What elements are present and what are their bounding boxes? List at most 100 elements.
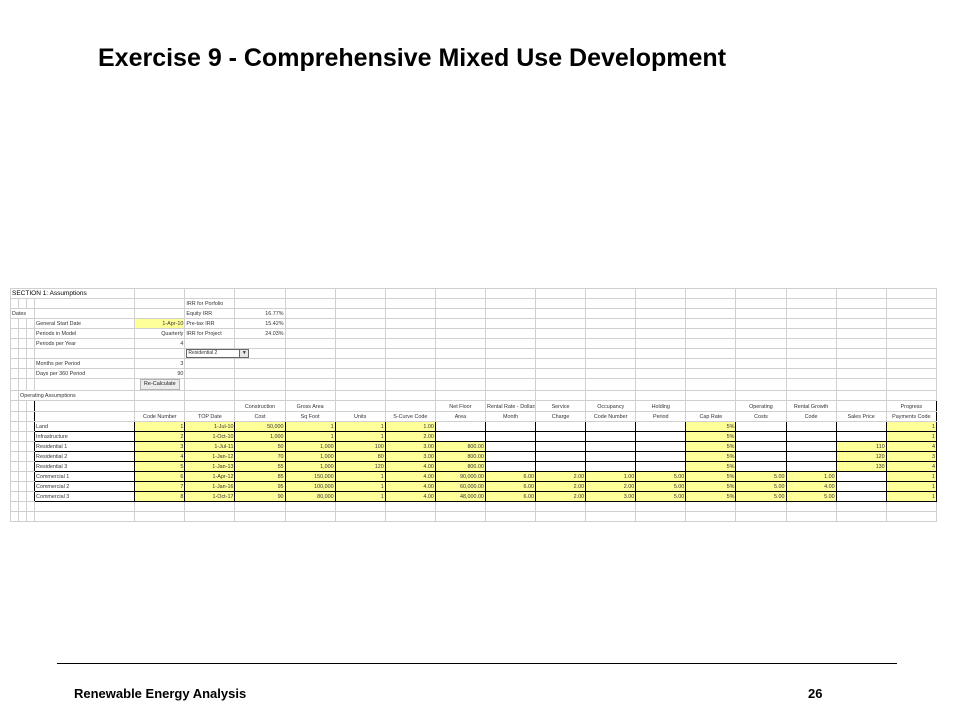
table-cell[interactable]: 1 <box>284 421 336 432</box>
table-cell[interactable]: 1 <box>334 471 386 482</box>
table-cell[interactable]: 1,000 <box>284 451 336 462</box>
table-cell[interactable] <box>535 421 587 432</box>
table-cell[interactable] <box>785 451 837 462</box>
table-cell[interactable] <box>484 421 537 432</box>
table-cell[interactable]: 1 <box>334 481 386 492</box>
table-cell[interactable] <box>484 461 537 472</box>
table-cell[interactable]: 800.00 <box>434 441 486 452</box>
table-cell[interactable]: 6.00 <box>484 491 537 502</box>
table-cell[interactable]: 2.00 <box>384 431 436 442</box>
table-cell[interactable] <box>585 431 637 442</box>
table-cell[interactable]: 1 <box>885 481 938 492</box>
table-cell[interactable] <box>535 451 587 462</box>
table-cell[interactable]: 1-Oct-10 <box>184 431 236 442</box>
recalculate-button[interactable]: Re-Calculate <box>139 379 180 390</box>
table-cell[interactable]: 1,000 <box>284 461 336 472</box>
table-cell[interactable]: 1-Jan-16 <box>184 481 236 492</box>
table-cell[interactable] <box>535 441 587 452</box>
table-cell[interactable]: 3.00 <box>585 491 637 502</box>
table-cell[interactable]: 110 <box>835 441 887 452</box>
table-cell[interactable]: 1 <box>284 431 336 442</box>
table-cell[interactable]: 5% <box>685 461 737 472</box>
table-cell[interactable]: 1-Jan-12 <box>184 451 236 462</box>
table-cell[interactable]: 5.00 <box>635 481 687 492</box>
table-cell[interactable]: 1 <box>334 421 386 432</box>
table-cell[interactable]: 5.00 <box>635 491 687 502</box>
table-cell[interactable] <box>735 451 787 462</box>
table-cell[interactable]: 50 <box>234 441 286 452</box>
table-cell[interactable]: 5.00 <box>785 491 837 502</box>
table-cell[interactable] <box>785 441 837 452</box>
table-cell[interactable] <box>484 451 537 462</box>
table-cell[interactable] <box>735 431 787 442</box>
table-cell[interactable]: 120 <box>334 461 386 472</box>
table-cell[interactable]: 80,000 <box>284 491 336 502</box>
table-cell[interactable]: 1,000 <box>234 431 286 442</box>
table-cell[interactable] <box>735 461 787 472</box>
table-cell[interactable]: 800.00 <box>434 461 486 472</box>
table-cell[interactable]: 5% <box>685 421 737 432</box>
table-cell[interactable] <box>585 461 637 472</box>
table-cell[interactable] <box>535 461 587 472</box>
table-cell[interactable]: 3.00 <box>384 451 436 462</box>
table-cell[interactable]: 5% <box>685 491 737 502</box>
table-cell[interactable]: 4.00 <box>384 481 436 492</box>
table-cell[interactable] <box>835 421 887 432</box>
table-cell[interactable] <box>735 421 787 432</box>
table-cell[interactable]: 3 <box>134 441 186 452</box>
table-cell[interactable]: 100 <box>334 441 386 452</box>
dropdown-arrow-icon[interactable]: ▼ <box>239 350 249 357</box>
table-cell[interactable] <box>635 451 687 462</box>
table-cell[interactable]: 5.00 <box>735 491 787 502</box>
table-cell[interactable]: 1 <box>885 491 938 502</box>
table-cell[interactable] <box>785 421 837 432</box>
table-cell[interactable]: 4.00 <box>384 461 436 472</box>
table-cell[interactable]: 1 <box>334 491 386 502</box>
table-cell[interactable]: 1 <box>334 431 386 442</box>
table-cell[interactable] <box>585 421 637 432</box>
table-cell[interactable]: 95 <box>234 481 286 492</box>
table-cell[interactable]: 85 <box>234 471 286 482</box>
table-cell[interactable]: 1,000 <box>284 441 336 452</box>
table-cell[interactable]: 5.00 <box>735 471 787 482</box>
table-cell[interactable] <box>635 431 687 442</box>
table-cell[interactable]: 4.00 <box>384 491 436 502</box>
table-cell[interactable]: 2.00 <box>535 471 587 482</box>
table-cell[interactable]: 55 <box>234 461 286 472</box>
table-cell[interactable]: 1-Jan-13 <box>184 461 236 472</box>
table-cell[interactable]: 5% <box>685 431 737 442</box>
table-cell[interactable]: 5.00 <box>635 471 687 482</box>
table-cell[interactable] <box>434 431 486 442</box>
table-cell[interactable]: 5% <box>685 451 737 462</box>
table-cell[interactable]: 5% <box>685 481 737 492</box>
table-cell[interactable]: 1 <box>885 431 938 442</box>
general-start-value[interactable]: 1-Apr-10 <box>134 318 186 329</box>
table-cell[interactable]: 4.00 <box>785 481 837 492</box>
table-cell[interactable]: 1-Apr-12 <box>184 471 236 482</box>
table-cell[interactable]: 1-Jul-11 <box>184 441 236 452</box>
table-cell[interactable]: 1 <box>885 421 938 432</box>
table-cell[interactable]: 1-Jul-10 <box>184 421 236 432</box>
table-cell[interactable]: 1.00 <box>585 471 637 482</box>
recalculate-button-cell[interactable]: Re-Calculate <box>134 378 186 391</box>
table-cell[interactable]: 100,000 <box>284 481 336 492</box>
table-cell[interactable]: 6.00 <box>484 471 537 482</box>
table-cell[interactable]: 2.00 <box>535 491 587 502</box>
table-cell[interactable]: 70 <box>234 451 286 462</box>
table-cell[interactable]: 48,000.00 <box>434 491 486 502</box>
table-cell[interactable] <box>635 461 687 472</box>
table-cell[interactable]: 120 <box>835 451 887 462</box>
table-cell[interactable] <box>785 431 837 442</box>
table-cell[interactable] <box>484 431 537 442</box>
table-cell[interactable]: 3 <box>885 451 938 462</box>
table-cell[interactable]: 5.00 <box>735 481 787 492</box>
table-cell[interactable]: 800.00 <box>434 451 486 462</box>
table-cell[interactable]: 150,000 <box>284 471 336 482</box>
table-cell[interactable]: 1.00 <box>384 421 436 432</box>
table-cell[interactable]: 3.00 <box>384 441 436 452</box>
scenario-dropdown[interactable]: Residential 2 ▼ <box>184 348 286 359</box>
table-cell[interactable]: 130 <box>835 461 887 472</box>
table-cell[interactable] <box>785 461 837 472</box>
table-cell[interactable]: 8 <box>134 491 186 502</box>
table-cell[interactable] <box>835 491 887 502</box>
